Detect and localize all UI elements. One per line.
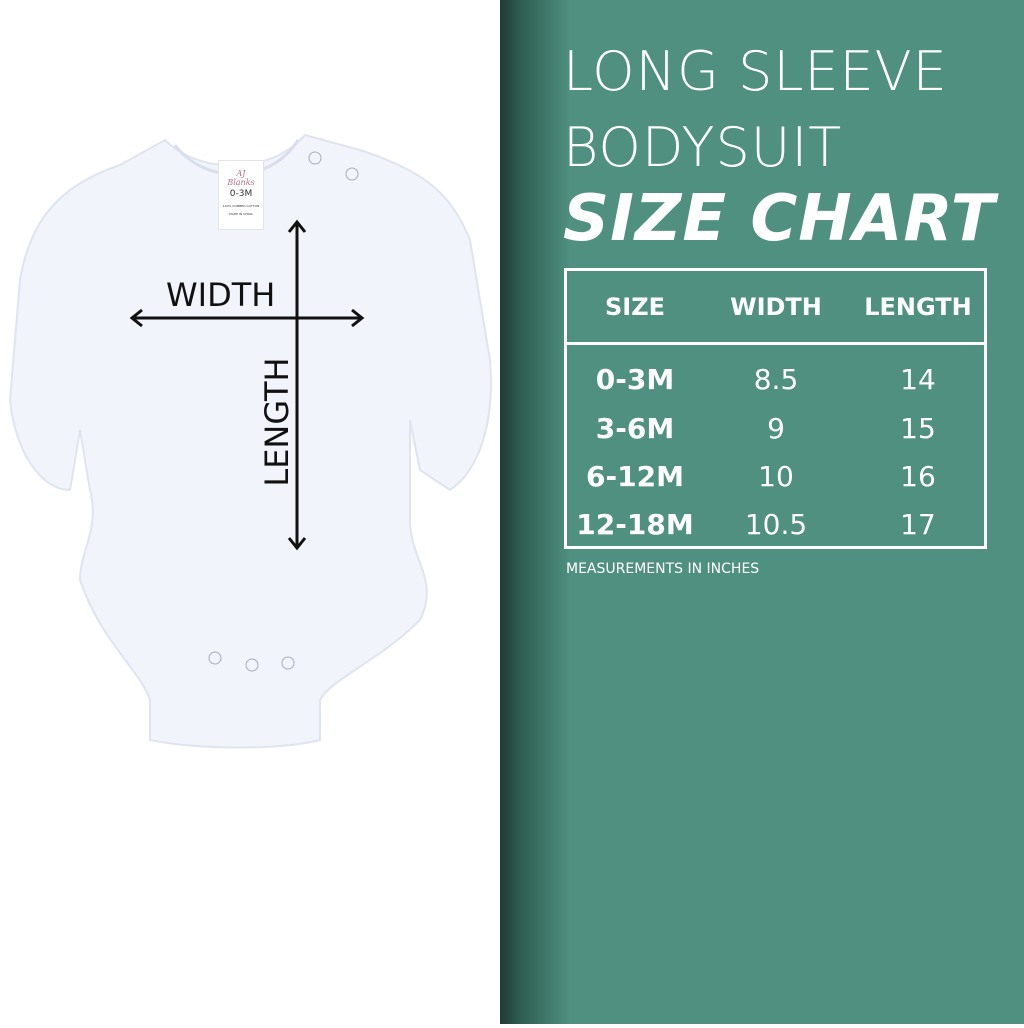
cell-size: 0-3M	[595, 363, 675, 396]
bodysuit-image	[8, 133, 492, 749]
tag-size: 0-3M	[229, 189, 253, 199]
size-chart-panel	[500, 0, 1024, 1024]
divider	[496, 0, 500, 1024]
garment-tag: AJ Blanks 0-3M 100% COMBED COTTON MADE I…	[218, 160, 264, 230]
cell-width: 8.5	[753, 363, 799, 396]
cell-length: 15	[900, 412, 936, 445]
cell-width: 10.5	[744, 508, 808, 541]
width-label: WIDTH	[166, 276, 276, 314]
cell-size: 12-18M	[576, 508, 694, 541]
cell-length: 16	[900, 460, 936, 493]
title-line-1: LONG SLEEVE	[563, 40, 948, 103]
cell-length: 17	[900, 508, 936, 541]
title-line-3: SIZE CHART	[563, 182, 996, 256]
title-line-2: BODYSUIT	[563, 116, 843, 179]
width-arrow	[129, 308, 365, 328]
table-row: 0-3M 8.5 14	[567, 363, 984, 411]
cell-width: 10	[758, 460, 794, 493]
header-length: LENGTH	[864, 293, 972, 321]
length-arrow	[287, 219, 307, 551]
header-width: WIDTH	[730, 293, 822, 321]
tag-material: 100% COMBED COTTON	[222, 204, 260, 208]
size-table: SIZE WIDTH LENGTH 0-3M 8.5 14 3-6M 9 15 …	[564, 268, 987, 549]
tag-origin: MADE IN CHINA	[229, 212, 253, 216]
cell-width: 9	[767, 412, 785, 445]
table-header: SIZE WIDTH LENGTH	[567, 271, 984, 345]
length-label: LENGTH	[258, 357, 296, 487]
product-photo-panel: AJ Blanks 0-3M 100% COMBED COTTON MADE I…	[0, 0, 496, 1024]
cell-length: 14	[900, 363, 936, 396]
cell-size: 3-6M	[595, 412, 675, 445]
panel-shadow	[500, 0, 570, 1024]
table-row: 6-12M 10 16	[567, 460, 984, 508]
table-row: 3-6M 9 15	[567, 412, 984, 460]
table-row: 12-18M 10.5 17	[567, 508, 984, 556]
header-size: SIZE	[604, 293, 665, 321]
tag-brand: AJ Blanks	[227, 169, 255, 187]
cell-size: 6-12M	[586, 460, 684, 493]
measurement-note: MEASUREMENTS IN INCHES	[566, 561, 760, 577]
